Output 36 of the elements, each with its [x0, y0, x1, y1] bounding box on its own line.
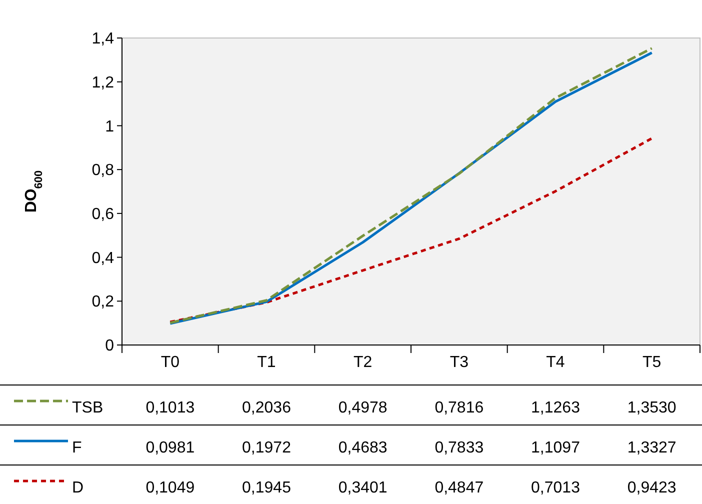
y-tick-label: 0,2 — [92, 294, 114, 311]
legend-label: TSB — [72, 400, 104, 417]
data-label: 1,1263 — [531, 400, 580, 417]
data-label: 0,0981 — [146, 440, 195, 457]
data-label: 0,3401 — [338, 480, 388, 497]
data-label: 0,4683 — [338, 440, 388, 457]
legend-label: F — [72, 440, 82, 457]
y-tick-label: 0,8 — [92, 162, 114, 180]
data-label: 1,1097 — [531, 440, 580, 457]
data-label: 0,7013 — [531, 480, 580, 497]
line-series — [168, 137, 654, 324]
data-label: 1,3530 — [627, 400, 676, 417]
data-label: 0,4978 — [338, 400, 388, 417]
y-tick-label: 0,6 — [92, 206, 114, 224]
legend-label: D — [72, 480, 84, 497]
y-tick-label: 1 — [105, 118, 114, 136]
y-tick-label: 0,4 — [92, 250, 114, 267]
data-label: 0,1013 — [146, 400, 195, 417]
data-label: 0,1049 — [146, 480, 195, 497]
data-label: 0,4847 — [434, 480, 484, 497]
x-tick-label: T5 — [642, 354, 662, 371]
data-label: 0,1972 — [242, 440, 292, 457]
data-label: 0,1945 — [242, 480, 292, 497]
y-tick-label: 0 — [105, 338, 114, 355]
data-label: 0,7816 — [434, 400, 484, 417]
x-tick-label: T3 — [450, 354, 469, 371]
x-tick-label: T1 — [257, 354, 276, 371]
data-label: 1,3327 — [627, 440, 676, 457]
x-tick-label: T4 — [546, 354, 565, 371]
x-tick-label: T2 — [353, 354, 372, 371]
data-label: 0,2036 — [242, 400, 292, 417]
y-tick-label: 1,2 — [92, 74, 114, 92]
data-label: 0,7833 — [434, 440, 484, 457]
data-label: 0,9423 — [627, 480, 676, 497]
x-tick-label: T0 — [160, 354, 180, 371]
y-tick-label: 1,4 — [92, 30, 114, 48]
